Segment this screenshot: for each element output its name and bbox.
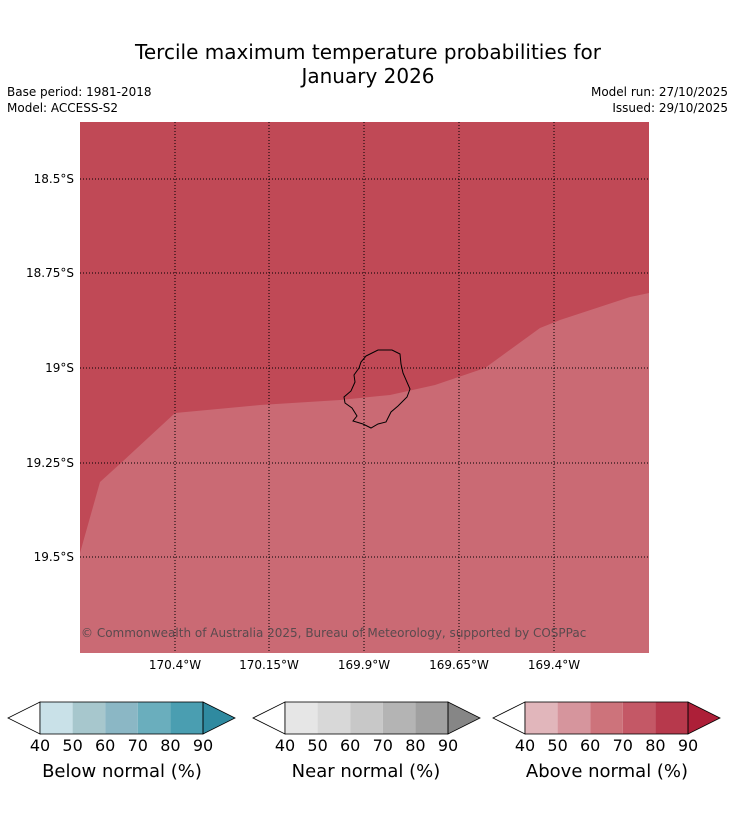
lon-label: 170.4°W (148, 658, 202, 672)
colorbar-near-bin-5 (415, 702, 448, 734)
colorbar-near-normal (252, 701, 481, 735)
colorbar-below-normal (7, 701, 236, 735)
lon-label: 169.9°W (337, 658, 391, 672)
colorbar-below-frame (39, 701, 204, 735)
colorbar-tick: 60 (580, 736, 601, 755)
colorbar-above-bin-4 (622, 702, 656, 734)
colorbar-below-bin-5 (170, 702, 203, 734)
copyright-text: © Commonwealth of Australia 2025, Bureau… (81, 626, 586, 640)
lon-label: 169.65°W (429, 658, 489, 672)
colorbar-above-bin-1 (525, 702, 558, 734)
colorbar-above-bin-2 (557, 702, 591, 734)
colorbar-near-bin-3 (350, 702, 383, 734)
colorbar-near-high-extend (447, 701, 481, 735)
colorbar-tick: 40 (274, 736, 296, 755)
lon-label: 170.15°W (239, 658, 299, 672)
issued-date: Issued: 29/10/2025 (612, 101, 728, 115)
base-period: Base period: 1981-2018 (7, 85, 152, 99)
colorbar-tick: 80 (645, 736, 666, 755)
colorbar-below-bin-1 (40, 702, 73, 734)
colorbar-near-bin-4 (382, 702, 416, 734)
colorbar-near-bin-1 (285, 702, 318, 734)
lat-label: 18.75°S (26, 266, 74, 280)
colorbar-tick: 60 (95, 736, 116, 755)
colorbar-near-low-extend (252, 701, 286, 735)
colorbar-above-frame (524, 701, 689, 735)
colorbar-below-low-extend (7, 701, 41, 735)
gridlines (80, 122, 649, 653)
model-name: Model: ACCESS-S2 (7, 101, 119, 115)
map-title-line2: January 2026 (301, 64, 435, 88)
colorbar-near-frame (284, 701, 449, 735)
colorbar-below-label: Below normal (%) (42, 761, 202, 782)
colorbar-above-low-extend (492, 701, 526, 735)
colorbar-tick: 90 (437, 736, 459, 755)
model-run: Model run: 27/10/2025 (590, 85, 728, 99)
lat-label: 18.5°S (33, 172, 74, 186)
colorbar-tick: 40 (514, 736, 536, 755)
colorbar-tick: 40 (29, 736, 51, 755)
colorbar-tick: 50 (547, 736, 568, 755)
lat-label: 19.5°S (33, 550, 74, 564)
colorbar-below-bin-4 (137, 702, 171, 734)
colorbar-tick: 80 (160, 736, 181, 755)
colorbar-above-bin-3 (590, 702, 623, 734)
map-title-line1: Tercile maximum temperature probabilitie… (135, 40, 601, 64)
colorbar-tick: 90 (192, 736, 214, 755)
lat-label: 19°S (45, 361, 74, 375)
colorbar-above-label: Above normal (%) (525, 761, 689, 782)
colorbar-tick: 50 (62, 736, 83, 755)
colorbar-below-high-extend (202, 701, 236, 735)
colorbar-tick: 90 (677, 736, 699, 755)
colorbar-below-bin-2 (72, 702, 106, 734)
colorbar-near-bin-2 (317, 702, 351, 734)
colorbar-above-normal (492, 701, 721, 735)
colorbar-above-bin-5 (655, 702, 688, 734)
island-outline (343, 349, 411, 429)
colorbar-tick: 80 (405, 736, 426, 755)
colorbar-above-high-extend (687, 701, 721, 735)
lat-label: 19.25°S (26, 456, 74, 470)
colorbar-near-label: Near normal (%) (291, 761, 441, 782)
colorbar-below-bin-3 (105, 702, 138, 734)
colorbar-tick: 70 (612, 736, 633, 755)
colorbar-tick: 70 (127, 736, 148, 755)
colorbar-tick: 60 (340, 736, 361, 755)
colorbar-tick: 50 (307, 736, 328, 755)
lon-label: 169.4°W (527, 658, 581, 672)
colorbar-tick: 70 (372, 736, 393, 755)
